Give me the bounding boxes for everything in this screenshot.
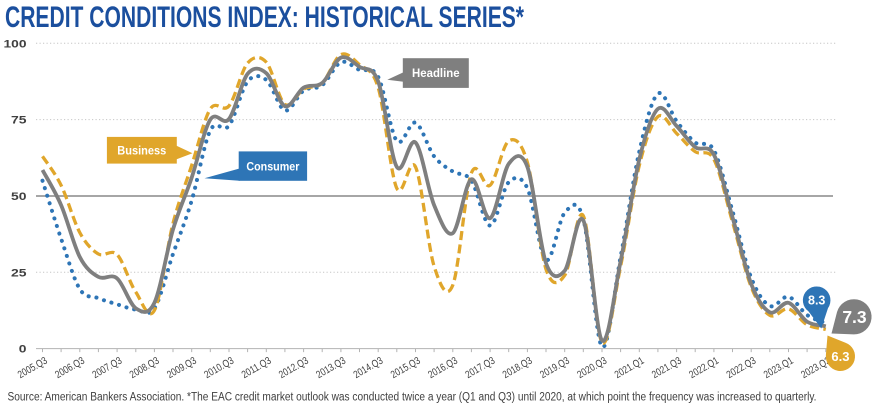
svg-text:2011.Q3: 2011.Q3: [240, 355, 274, 381]
svg-text:2010.Q3: 2010.Q3: [202, 355, 236, 381]
svg-text:8.3: 8.3: [808, 294, 825, 308]
svg-text:2022.Q1: 2022.Q1: [687, 355, 721, 381]
svg-text:2017.Q3: 2017.Q3: [463, 355, 497, 381]
svg-text:Consumer: Consumer: [246, 159, 299, 173]
svg-text:100: 100: [4, 38, 27, 50]
svg-text:75: 75: [11, 115, 27, 127]
svg-text:2023.Q1: 2023.Q1: [762, 355, 796, 381]
svg-text:2005.Q3: 2005.Q3: [16, 355, 50, 381]
svg-text:2007.Q3: 2007.Q3: [90, 355, 124, 381]
svg-text:Source: American Bankers Assoc: Source: American Bankers Association. *T…: [8, 392, 817, 404]
svg-text:2009.Q3: 2009.Q3: [165, 355, 199, 381]
svg-text:2015.Q3: 2015.Q3: [389, 355, 423, 381]
svg-text:2018.Q3: 2018.Q3: [501, 355, 535, 381]
svg-text:25: 25: [11, 267, 27, 279]
svg-text:Headline: Headline: [412, 66, 460, 80]
svg-text:2022.Q3: 2022.Q3: [724, 355, 758, 381]
svg-text:CREDIT CONDITIONS INDEX: HISTO: CREDIT CONDITIONS INDEX: HISTORICAL SERI…: [5, 1, 524, 34]
svg-text:2020.Q3: 2020.Q3: [575, 355, 609, 381]
svg-text:2006.Q3: 2006.Q3: [53, 355, 87, 381]
svg-text:2013.Q3: 2013.Q3: [314, 355, 348, 381]
svg-text:7.3: 7.3: [842, 307, 867, 327]
svg-text:2019.Q3: 2019.Q3: [538, 355, 572, 381]
svg-text:2021.Q1: 2021.Q1: [613, 355, 647, 381]
svg-text:2021.Q3: 2021.Q3: [650, 355, 684, 381]
svg-text:Business: Business: [117, 143, 166, 157]
svg-text:2012.Q3: 2012.Q3: [277, 355, 311, 381]
svg-text:2014.Q3: 2014.Q3: [351, 355, 385, 381]
svg-text:2016.Q3: 2016.Q3: [426, 355, 460, 381]
svg-text:50: 50: [11, 191, 27, 203]
svg-text:6.3: 6.3: [831, 349, 849, 364]
svg-text:0: 0: [19, 344, 27, 356]
svg-text:2008.Q3: 2008.Q3: [128, 355, 162, 381]
